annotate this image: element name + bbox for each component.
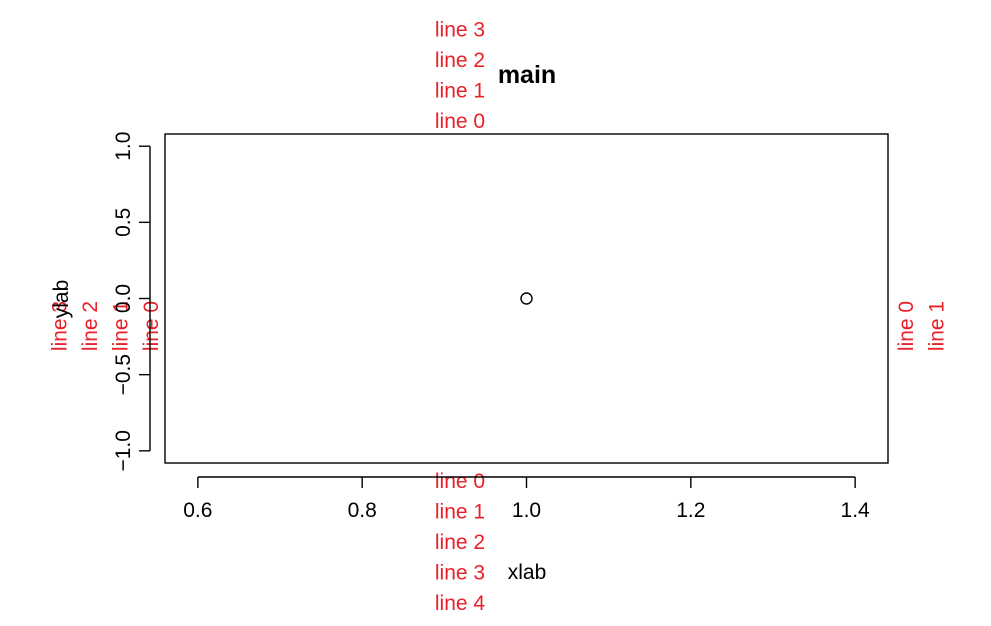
plot-frame [164, 133, 889, 464]
x-axis-label: xlab [508, 561, 547, 584]
margin-text-bottom: line 0 [435, 470, 485, 493]
y-tick-label: 0.5 [112, 208, 135, 237]
x-tick-label: 1.0 [512, 499, 541, 522]
margin-text-right: line 1 [926, 301, 949, 351]
y-tick-label: 0.0 [112, 284, 135, 313]
margin-text-layer: line 0 line 1 line 2 line 3 line 0 line 1 line… [49, 19, 949, 616]
margin-text-left: line 1 [110, 301, 133, 351]
margin-text-bottom: line 1 [435, 501, 485, 524]
margin-text-top: line 0 [435, 110, 485, 133]
margin-text-left: line 3 [49, 301, 72, 351]
margin-text-top: line 2 [435, 49, 485, 72]
axes-layer: 0.6 0.8 1.0 1.2 1.4 −1.0 −0.5 0.0 0.5 1.0 [112, 132, 889, 522]
points-layer [520, 292, 533, 305]
x-tick-label: 0.8 [348, 499, 377, 522]
y-tick-label: −0.5 [112, 354, 135, 395]
chart-title: main [498, 61, 556, 89]
y-tick-label: 1.0 [112, 132, 135, 161]
margin-text-bottom: line 2 [435, 531, 485, 554]
margin-text-bottom: line 4 [435, 592, 486, 615]
x-tick-label: 0.6 [183, 499, 212, 522]
margin-text-top: line 3 [435, 19, 485, 42]
y-axis-label: ylab [50, 280, 73, 319]
y-tick-label: −1.0 [112, 430, 135, 471]
x-tick-label: 1.4 [841, 499, 871, 522]
margin-text-left: line 0 [140, 301, 163, 351]
margin-text-top: line 1 [435, 80, 485, 103]
margin-text-bottom: line 3 [435, 562, 485, 585]
x-tick-label: 1.2 [676, 499, 705, 522]
margin-text-right: line 0 [895, 301, 918, 351]
margin-text-left: line 2 [79, 301, 102, 351]
data-point [520, 292, 533, 305]
